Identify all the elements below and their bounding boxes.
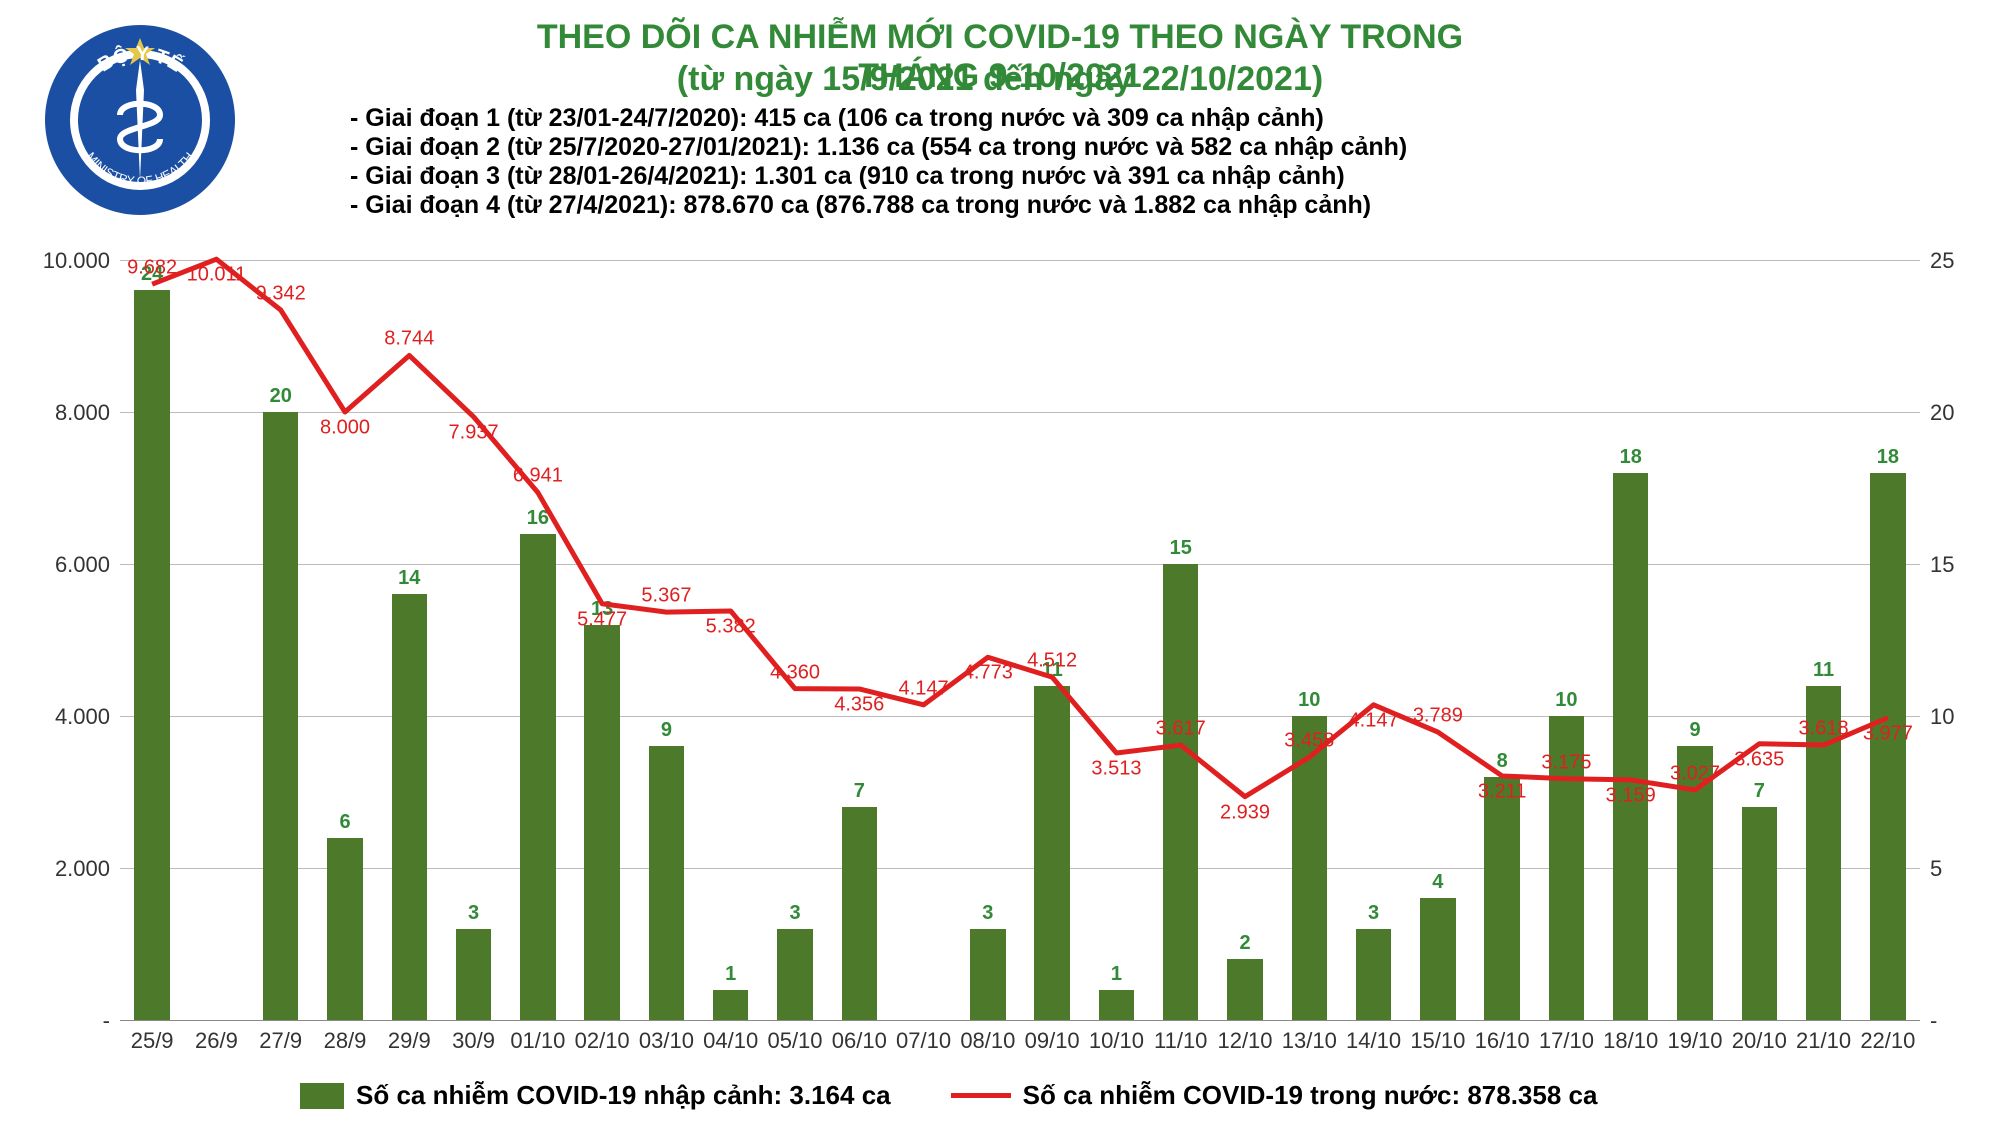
line-value-label: 5.367	[641, 585, 691, 608]
note-3: - Giai đoạn 3 (từ 28/01-26/4/2021): 1.30…	[350, 162, 1407, 191]
ministry-logo: BỘ Y TẾ MINISTRY OF HEALTH	[40, 20, 240, 220]
line-value-label: 5.382	[706, 615, 756, 638]
line-value-label: 3.513	[1091, 758, 1141, 781]
y-left-label: -	[20, 1008, 110, 1034]
x-label: 09/10	[1025, 1028, 1080, 1054]
line-value-label: 8.000	[320, 417, 370, 440]
line-value-label: 3.635	[1734, 748, 1784, 771]
line-value-label: 3.175	[1541, 751, 1591, 774]
x-label: 20/10	[1732, 1028, 1787, 1054]
chart-root: BỘ Y TẾ MINISTRY OF HEALTH THEO DÕI CA N…	[0, 0, 2000, 1140]
line-value-label: 5.477	[577, 608, 627, 631]
x-label: 05/10	[767, 1028, 822, 1054]
x-label: 15/10	[1410, 1028, 1465, 1054]
chart-title-2: (từ ngày 15/9/2021 đến ngày 22/10/2021)	[677, 60, 1323, 99]
line-value-label: 8.744	[384, 328, 434, 351]
line-value-label: 4.147	[1349, 709, 1399, 732]
line-value-label: 3.617	[1156, 718, 1206, 741]
line-value-label: 3.977	[1863, 722, 1913, 745]
x-label: 12/10	[1217, 1028, 1272, 1054]
x-label: 16/10	[1475, 1028, 1530, 1054]
x-label: 13/10	[1282, 1028, 1337, 1054]
legend-bar-text: Số ca nhiễm COVID-19 nhập cảnh: 3.164 ca	[356, 1080, 891, 1111]
line-value-label: 4.356	[834, 693, 884, 716]
line-value-label: 4.360	[770, 661, 820, 684]
x-label: 25/9	[131, 1028, 174, 1054]
line-value-label: 4.147	[899, 677, 949, 700]
line-value-label: 6.941	[513, 465, 563, 488]
y-right-label: 10	[1930, 704, 2000, 730]
y-left-label: 4.000	[20, 704, 110, 730]
line-series	[120, 260, 1920, 1020]
line-value-label: 3.789	[1413, 705, 1463, 728]
x-label: 07/10	[896, 1028, 951, 1054]
y-left-label: 6.000	[20, 552, 110, 578]
x-label: 03/10	[639, 1028, 694, 1054]
x-label: 29/9	[388, 1028, 431, 1054]
x-label: 17/10	[1539, 1028, 1594, 1054]
line-value-label: 2.939	[1220, 801, 1270, 824]
line-value-label: 3.211	[1478, 780, 1527, 803]
line-value-label: 9.342	[256, 283, 306, 306]
y-right-label: 15	[1930, 552, 2000, 578]
x-label: 08/10	[960, 1028, 1015, 1054]
x-label: 19/10	[1667, 1028, 1722, 1054]
x-label: 27/9	[259, 1028, 302, 1054]
legend-bar-swatch	[300, 1083, 344, 1109]
y-left-label: 10.000	[20, 248, 110, 274]
x-label: 11/10	[1154, 1028, 1207, 1054]
line-value-label: 4.773	[963, 662, 1013, 685]
line-value-label: 10.011	[187, 264, 247, 287]
x-label: 02/10	[575, 1028, 630, 1054]
note-1: - Giai đoạn 1 (từ 23/01-24/7/2020): 415 …	[350, 104, 1407, 133]
y-right-label: 25	[1930, 248, 2000, 274]
plot-area: -2.0004.0006.0008.00010.000-51015202525/…	[120, 260, 1920, 1020]
line-value-label: 9.682	[127, 257, 177, 280]
x-label: 01/10	[510, 1028, 565, 1054]
legend-line-swatch	[951, 1093, 1011, 1098]
legend: Số ca nhiễm COVID-19 nhập cảnh: 3.164 ca…	[300, 1080, 1597, 1111]
x-label: 06/10	[832, 1028, 887, 1054]
legend-line-text: Số ca nhiễm COVID-19 trong nước: 878.358…	[1023, 1080, 1598, 1111]
x-label: 21/10	[1796, 1028, 1851, 1054]
x-label: 30/9	[452, 1028, 495, 1054]
y-left-label: 2.000	[20, 856, 110, 882]
y-right-label: 5	[1930, 856, 2000, 882]
x-label: 04/10	[703, 1028, 758, 1054]
y-right-label: 20	[1930, 400, 2000, 426]
x-label: 18/10	[1603, 1028, 1658, 1054]
note-2: - Giai đoạn 2 (từ 25/7/2020-27/01/2021):…	[350, 133, 1407, 162]
line-value-label: 3.618	[1799, 718, 1849, 741]
x-label: 26/9	[195, 1028, 238, 1054]
line-value-label: 3.458	[1284, 730, 1334, 753]
chart-notes: - Giai đoạn 1 (từ 23/01-24/7/2020): 415 …	[350, 104, 1407, 220]
x-label: 22/10	[1860, 1028, 1915, 1054]
y-right-label: -	[1930, 1008, 2000, 1034]
x-axis-line	[120, 1020, 1920, 1021]
line-value-label: 3.159	[1606, 784, 1656, 807]
line-value-label: 4.512	[1027, 650, 1077, 673]
x-label: 10/10	[1089, 1028, 1144, 1054]
line-value-label: 7.937	[449, 421, 499, 444]
line-value-label: 3.027	[1670, 762, 1720, 785]
y-left-label: 8.000	[20, 400, 110, 426]
note-4: - Giai đoạn 4 (từ 27/4/2021): 878.670 ca…	[350, 191, 1407, 220]
x-label: 28/9	[324, 1028, 367, 1054]
x-label: 14/10	[1346, 1028, 1401, 1054]
